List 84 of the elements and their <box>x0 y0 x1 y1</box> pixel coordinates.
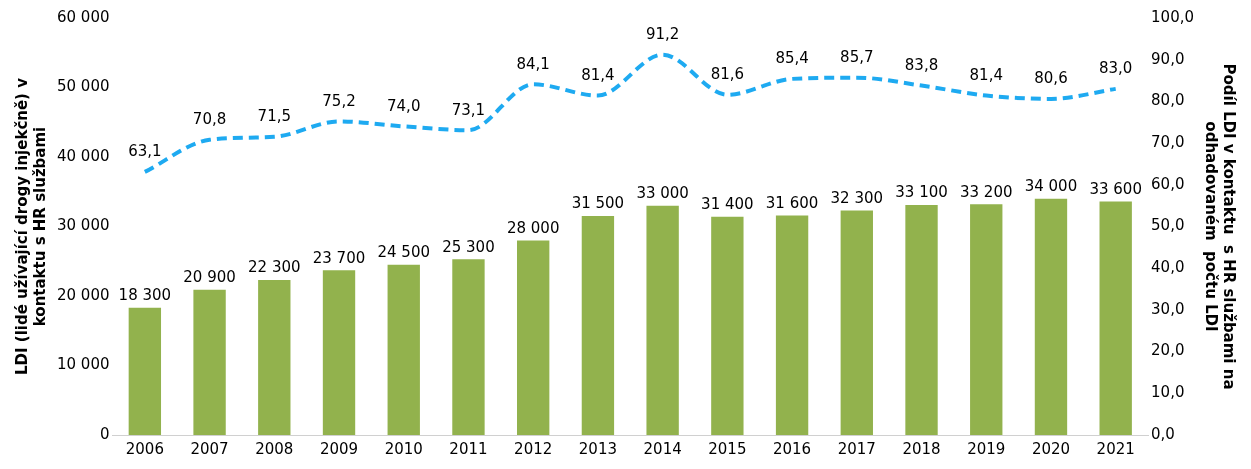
x-tick-label: 2008 <box>255 439 294 458</box>
data-label: 22 300 <box>248 258 301 277</box>
bar <box>581 216 615 435</box>
data-label: 75,2 <box>322 91 356 110</box>
data-label: 71,5 <box>257 107 291 126</box>
x-tick-label: 2011 <box>449 439 488 458</box>
data-label: 81,6 <box>710 65 745 84</box>
data-label: 91,2 <box>645 25 680 44</box>
data-label: 25 300 <box>442 237 495 256</box>
data-label: 31 600 <box>765 193 819 212</box>
data-label: 81,4 <box>581 65 615 84</box>
bar <box>711 216 744 435</box>
x-tick-label: 2021 <box>1096 439 1135 458</box>
y-tick-label: 10 000 <box>56 355 110 374</box>
x-tick-label: 2016 <box>772 439 812 458</box>
y2-tick-label: 50,0 <box>1151 216 1185 235</box>
bar <box>322 270 356 435</box>
data-label: 84,1 <box>516 54 550 73</box>
y-tick-label: 60 000 <box>56 7 110 26</box>
x-tick-label: 2017 <box>837 439 876 458</box>
bar <box>128 307 162 435</box>
bar <box>1099 201 1132 435</box>
bar <box>775 215 809 435</box>
data-label: 81,4 <box>969 65 1003 84</box>
y2-tick-label: 80,0 <box>1151 91 1185 110</box>
data-label: 18 300 <box>118 286 172 305</box>
data-label: 83,8 <box>904 55 939 74</box>
data-label: 33 600 <box>1089 179 1142 198</box>
data-label: 85,4 <box>775 49 809 68</box>
data-label: 80,6 <box>1034 69 1068 88</box>
data-label: 63,1 <box>128 142 162 161</box>
y-tick-label: 50 000 <box>56 77 110 96</box>
x-tick-label: 2020 <box>1031 439 1071 458</box>
data-label: 74,0 <box>387 96 421 115</box>
data-label: 85,7 <box>840 48 874 67</box>
bar <box>1034 198 1068 435</box>
data-label: 31 500 <box>571 194 625 213</box>
y-tick-label: 30 000 <box>56 216 110 235</box>
data-label: 20 900 <box>183 268 236 287</box>
y2-axis-title: Podíl LDI v kontaktu s HR službami na odhadovaném počtu LDI <box>1202 63 1239 390</box>
y2-tick-label: 70,0 <box>1151 132 1185 151</box>
bar <box>193 289 226 435</box>
x-tick-label: 2006 <box>125 439 164 458</box>
y2-tick-label: 20,0 <box>1151 341 1185 360</box>
data-label: 23 700 <box>312 248 366 267</box>
y-tick-label: 0 <box>99 424 110 443</box>
x-tick-label: 2013 <box>578 439 617 458</box>
bar <box>517 240 550 435</box>
x-tick-label: 2019 <box>967 439 1006 458</box>
y-tick-label: 20 000 <box>56 285 110 304</box>
bar <box>646 205 679 435</box>
data-label: 70,8 <box>192 110 227 129</box>
data-label: 83,0 <box>1098 59 1133 78</box>
bar <box>387 264 420 435</box>
bar <box>905 204 938 435</box>
data-label: 73,1 <box>451 100 486 119</box>
bar <box>840 210 873 435</box>
data-label: 33 000 <box>636 184 689 203</box>
y2-tick-label: 60,0 <box>1151 174 1185 193</box>
bar <box>970 204 1003 435</box>
y2-tick-label: 40,0 <box>1151 258 1185 277</box>
data-label: 33 100 <box>895 183 948 202</box>
y-axis-title: LDI (lidé užívající drogy injekčně) v kontaktu s HR službami <box>12 77 49 375</box>
x-tick-label: 2014 <box>643 439 682 458</box>
y2-tick-label: 10,0 <box>1151 383 1185 402</box>
x-tick-label: 2009 <box>319 439 359 458</box>
data-label: 33 200 <box>960 182 1013 201</box>
bar <box>452 259 485 435</box>
y2-tick-label: 0,0 <box>1151 424 1175 443</box>
x-tick-label: 2007 <box>190 439 229 458</box>
y2-tick-label: 100,0 <box>1151 7 1195 26</box>
x-tick-label: 2015 <box>708 439 747 458</box>
data-label: 31 400 <box>701 195 754 214</box>
data-label: 32 300 <box>830 188 884 207</box>
x-tick-label: 2012 <box>514 439 553 458</box>
data-label: 24 500 <box>377 243 430 262</box>
data-label: 34 000 <box>1024 177 1078 196</box>
y2-tick-label: 30,0 <box>1151 299 1185 318</box>
y2-tick-label: 90,0 <box>1151 49 1185 68</box>
x-tick-label: 2018 <box>902 439 941 458</box>
bar <box>258 280 291 435</box>
x-tick-label: 2010 <box>384 439 423 458</box>
y-tick-label: 40 000 <box>56 146 110 165</box>
data-label: 28 000 <box>506 218 560 237</box>
